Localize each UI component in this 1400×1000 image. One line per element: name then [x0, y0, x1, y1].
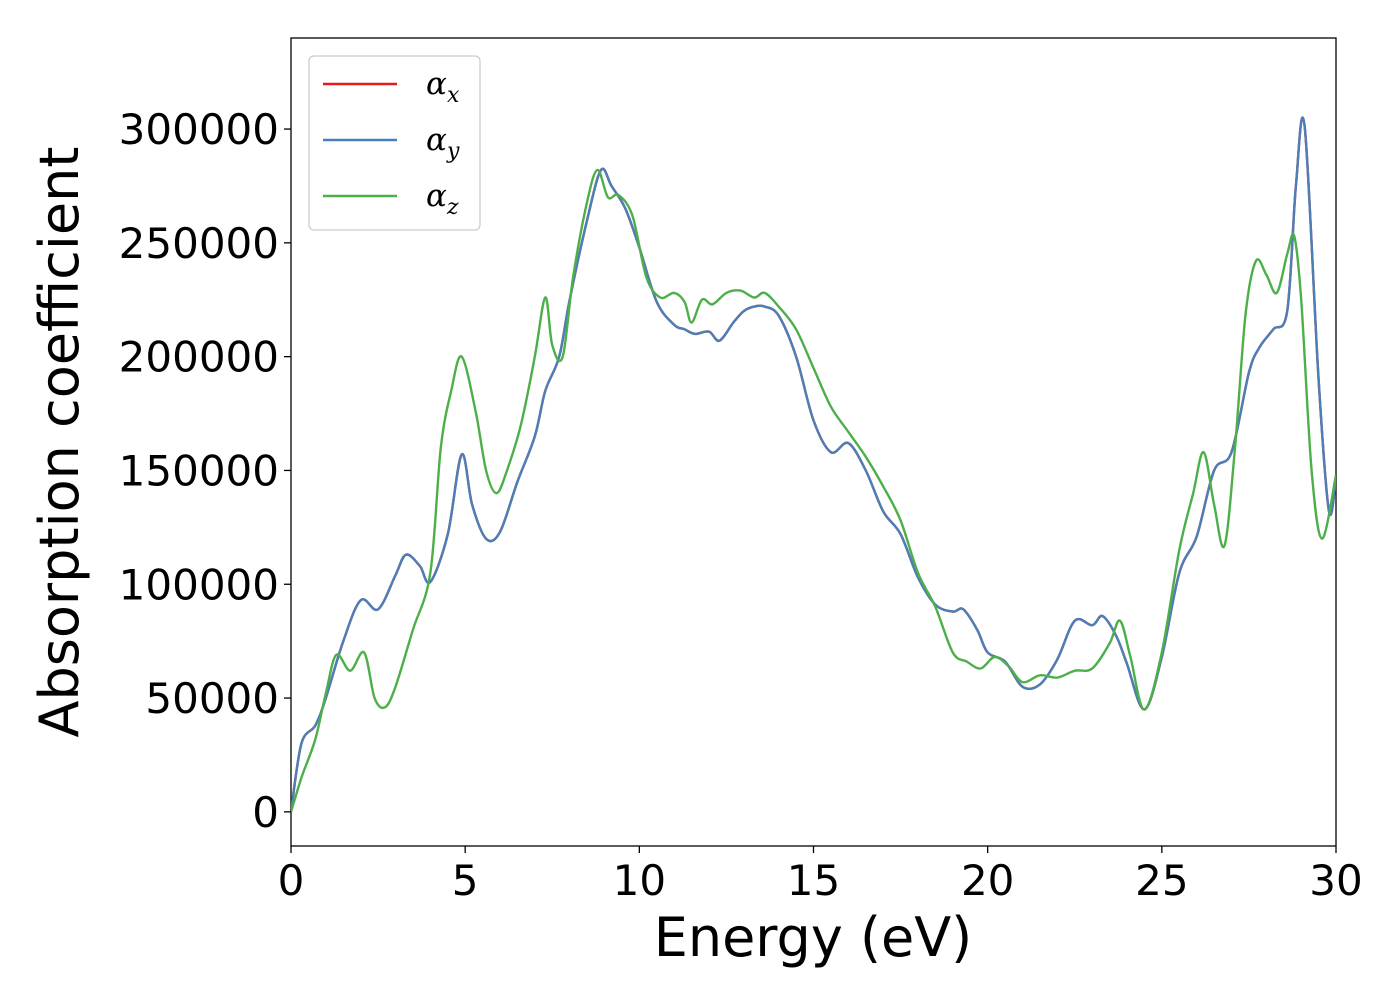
legend-label-symbol: α	[426, 178, 447, 214]
legend-label-symbol: α	[426, 66, 447, 102]
x-axis-ticks: 0 5 10 15 20 25 30	[278, 846, 1363, 905]
y-tick-label: 200000	[119, 333, 279, 382]
legend-box	[308, 55, 481, 231]
legend-label-subscript: y	[446, 139, 460, 164]
x-tick-label: 30	[1309, 856, 1362, 905]
y-tick-label: 50000	[145, 674, 279, 723]
x-axis-label: Energy (eV)	[654, 906, 973, 969]
series-lines	[291, 116, 1336, 813]
legend-label-alpha-z: αz	[426, 178, 459, 220]
legend-label-alpha-y: αy	[426, 122, 460, 164]
y-tick-label: 300000	[119, 105, 279, 154]
legend-label-subscript: z	[446, 195, 459, 220]
legend-label-alpha-x: αx	[426, 66, 460, 108]
y-tick-label: 150000	[119, 446, 279, 495]
x-tick-label: 5	[452, 856, 479, 905]
x-tick-label: 25	[1135, 856, 1188, 905]
y-tick-label: 100000	[119, 560, 279, 609]
x-tick-label: 0	[278, 856, 305, 905]
x-tick-label: 10	[613, 856, 666, 905]
series-line-alpha-y	[291, 116, 1336, 813]
y-tick-label: 0	[252, 788, 279, 837]
y-tick-label: 250000	[119, 219, 279, 268]
legend-label-symbol: α	[426, 122, 447, 158]
y-axis-ticks: 0 50000 100000 150000 200000 250000 300000	[119, 105, 291, 837]
y-axis-label: Absorption coefficient	[28, 147, 91, 738]
x-tick-label: 20	[961, 856, 1014, 905]
series-line-alpha-z	[291, 168, 1336, 813]
x-tick-label: 15	[787, 856, 840, 905]
legend-label-subscript: x	[447, 83, 460, 108]
